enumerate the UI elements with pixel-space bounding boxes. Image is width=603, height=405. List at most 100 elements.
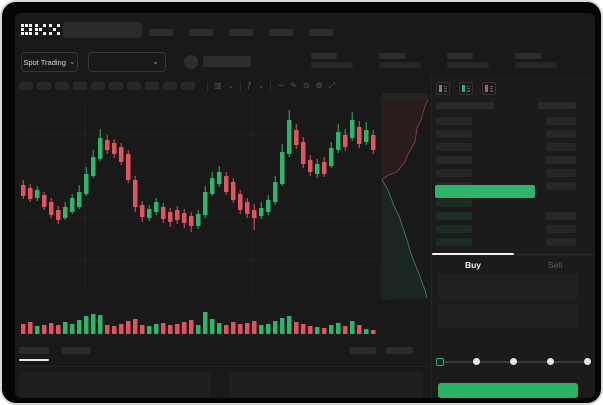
screenshot-icon[interactable]: ⊙ <box>302 81 310 90</box>
chart-tools: ▥ ⌄ ƒ ⌄ ∼ ✎ ⊙ ⚙ ⤢ <box>207 79 335 93</box>
bottom-right-actions <box>349 347 413 354</box>
fullscreen-icon[interactable]: ⤢ <box>328 81 336 90</box>
candlestick-chart[interactable] <box>15 97 429 342</box>
ticker-stats <box>311 53 557 68</box>
search-input[interactable] <box>63 22 142 38</box>
buy-sell-tabs: Buy Sell <box>432 257 595 270</box>
timeframe-button-skeleton[interactable] <box>109 82 123 90</box>
top-nav <box>149 29 333 36</box>
bid-price-skeleton[interactable] <box>436 238 472 246</box>
timeframe-button-skeleton[interactable] <box>19 82 33 90</box>
pair-selector-dropdown[interactable]: ⌄ <box>88 52 166 72</box>
ask-amount-skeleton[interactable] <box>546 117 576 125</box>
bid-price-skeleton[interactable] <box>436 212 472 220</box>
divider <box>207 81 208 91</box>
orders-table-skeleton <box>229 372 423 397</box>
ticker-stat <box>515 53 557 68</box>
settings-gear-icon[interactable]: ⚙ <box>315 81 323 90</box>
orderbook-bids-icon[interactable] <box>459 82 473 95</box>
nav-item-skeleton[interactable] <box>309 29 333 36</box>
timeframe-button-skeleton[interactable] <box>127 82 141 90</box>
okx-logo[interactable] <box>21 24 60 35</box>
bottom-tabs <box>19 347 91 361</box>
indicators-icon[interactable]: ƒ <box>247 81 252 90</box>
logo-letter-x <box>49 24 60 35</box>
chevron-down-icon[interactable]: ⌄ <box>257 81 265 90</box>
orderbook-combined-icon[interactable] <box>436 82 450 95</box>
pair-name-skeleton <box>203 56 251 67</box>
spot-trading-label: Spot Trading <box>23 57 66 67</box>
stat-value-skeleton <box>379 62 421 68</box>
stat-label-skeleton <box>379 53 405 59</box>
nav-item-skeleton[interactable] <box>149 29 173 36</box>
orders-tab[interactable] <box>61 347 91 354</box>
timeframe-toolbar <box>19 82 195 90</box>
ask-price-skeleton[interactable] <box>436 156 472 164</box>
bid-price-skeleton[interactable] <box>436 199 472 207</box>
chevron-down-icon[interactable]: ⌄ <box>227 81 235 90</box>
ask-price-skeleton[interactable] <box>436 117 472 125</box>
ask-amount-skeleton[interactable] <box>546 182 576 190</box>
action-skeleton[interactable] <box>386 347 413 354</box>
nav-item-skeleton[interactable] <box>269 29 293 36</box>
ask-amount-skeleton[interactable] <box>546 143 576 151</box>
timeframe-button-skeleton[interactable] <box>145 82 159 90</box>
tab-buy[interactable]: Buy <box>464 260 482 270</box>
bid-amount-skeleton[interactable] <box>546 238 576 246</box>
ticker-stat <box>311 53 353 68</box>
slider-stop-dot[interactable] <box>584 358 591 365</box>
chevron-down-icon: ⌄ <box>152 57 159 66</box>
nav-item-skeleton[interactable] <box>189 29 213 36</box>
slider-stop-dot[interactable] <box>547 358 554 365</box>
divider <box>270 81 272 91</box>
draw-tool-icon[interactable]: ✎ <box>290 81 297 90</box>
okx-app-window: Spot Trading ⌄ ⌄ ▥ ⌄ ƒ ⌄ ∼ ✎ ⊙ <box>15 13 595 398</box>
bid-amount-skeleton[interactable] <box>546 212 576 220</box>
tab-sell[interactable]: Sell <box>547 260 563 270</box>
slider-stop-dot[interactable] <box>510 358 517 365</box>
orders-table-skeleton <box>19 372 211 397</box>
timeframe-button-skeleton[interactable] <box>181 82 195 90</box>
amount-slider[interactable] <box>436 355 591 369</box>
ask-amount-skeleton[interactable] <box>546 130 576 138</box>
slider-handle[interactable] <box>436 357 444 366</box>
ask-amount-skeleton[interactable] <box>546 169 576 177</box>
depth-chart-header-skeleton <box>382 93 428 100</box>
logo-letter-k <box>35 24 46 35</box>
orderbook-view-toggles <box>436 82 496 95</box>
ask-price-skeleton[interactable] <box>436 143 472 151</box>
ask-price-skeleton[interactable] <box>436 169 472 177</box>
stat-label-skeleton <box>311 53 337 59</box>
timeframe-button-skeleton[interactable] <box>163 82 177 90</box>
spot-trading-dropdown[interactable]: Spot Trading ⌄ <box>21 52 78 72</box>
ask-price-skeleton[interactable] <box>436 130 472 138</box>
orderbook-amount-header-skeleton <box>538 102 576 109</box>
ask-amount-skeleton[interactable] <box>546 156 576 164</box>
divider <box>240 81 242 91</box>
nav-item-skeleton[interactable] <box>229 29 253 36</box>
action-skeleton[interactable] <box>349 347 376 354</box>
timeframe-button-skeleton[interactable] <box>55 82 69 90</box>
bid-amount-skeleton[interactable] <box>546 225 576 233</box>
bid-price-skeleton[interactable] <box>436 225 472 233</box>
orderbook-price-header-skeleton <box>436 102 494 109</box>
chart-style-icon[interactable]: ▥ <box>214 81 222 90</box>
amount-input-skeleton[interactable] <box>438 304 578 328</box>
orders-tab-active[interactable] <box>19 347 49 361</box>
stat-value-skeleton <box>447 62 489 68</box>
timeframe-button-skeleton[interactable] <box>91 82 105 90</box>
slider-stop-dot[interactable] <box>473 358 480 365</box>
buy-button[interactable] <box>438 383 578 398</box>
ticker-stat <box>379 53 421 68</box>
last-price-badge[interactable] <box>435 185 535 198</box>
orderbook-asks-icon[interactable] <box>482 82 496 95</box>
chevron-down-icon: ⌄ <box>68 57 76 66</box>
timeframe-button-skeleton[interactable] <box>73 82 87 90</box>
divider <box>15 366 429 367</box>
ticker-stat <box>447 53 489 68</box>
timeframe-button-skeleton[interactable] <box>37 82 51 90</box>
line-tool-icon[interactable]: ∼ <box>277 81 285 90</box>
price-input-skeleton[interactable] <box>438 274 578 300</box>
